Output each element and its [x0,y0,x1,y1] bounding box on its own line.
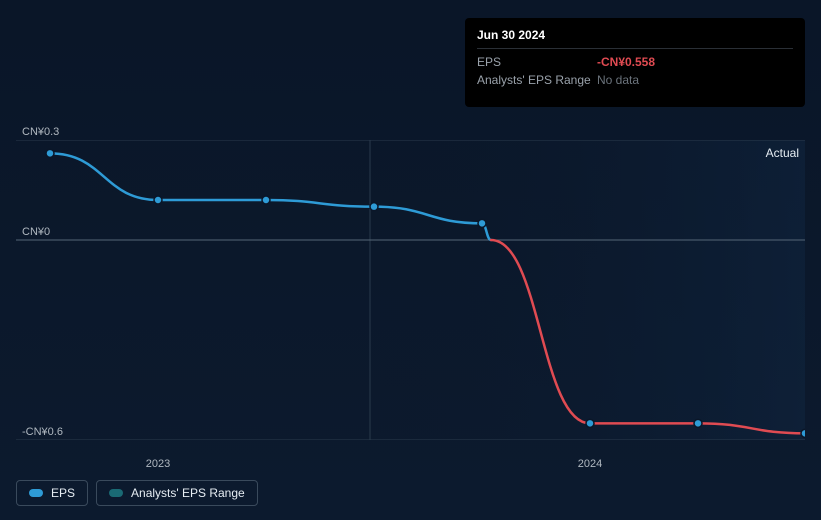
legend-swatch-icon [29,489,43,497]
legend-label: Analysts' EPS Range [131,486,245,500]
y-tick-label: CN¥0.3 [22,126,59,138]
tooltip-value-range: No data [597,73,793,87]
tooltip-date: Jun 30 2024 [477,28,793,49]
plot-area[interactable]: Actual [16,140,805,440]
actual-label: Actual [766,146,799,160]
tooltip-card: Jun 30 2024 EPS -CN¥0.558 Analysts' EPS … [465,18,805,107]
legend: EPS Analysts' EPS Range [16,480,258,506]
tooltip-row-range: Analysts' EPS Range No data [477,71,793,89]
chart-svg [16,140,805,440]
tooltip-value-eps: -CN¥0.558 [597,55,793,69]
legend-label: EPS [51,486,75,500]
tooltip-label-eps: EPS [477,55,597,69]
x-tick-label: 2023 [146,458,170,470]
x-tick-label: 2024 [578,458,602,470]
tooltip-row-eps: EPS -CN¥0.558 [477,53,793,71]
legend-item-eps[interactable]: EPS [16,480,88,506]
tooltip-label-range: Analysts' EPS Range [477,73,597,87]
eps-chart[interactable]: CN¥0.3 CN¥0 -CN¥0.6 Actual 2023 2024 [16,120,805,470]
legend-swatch-icon [109,489,123,497]
legend-item-range[interactable]: Analysts' EPS Range [96,480,258,506]
